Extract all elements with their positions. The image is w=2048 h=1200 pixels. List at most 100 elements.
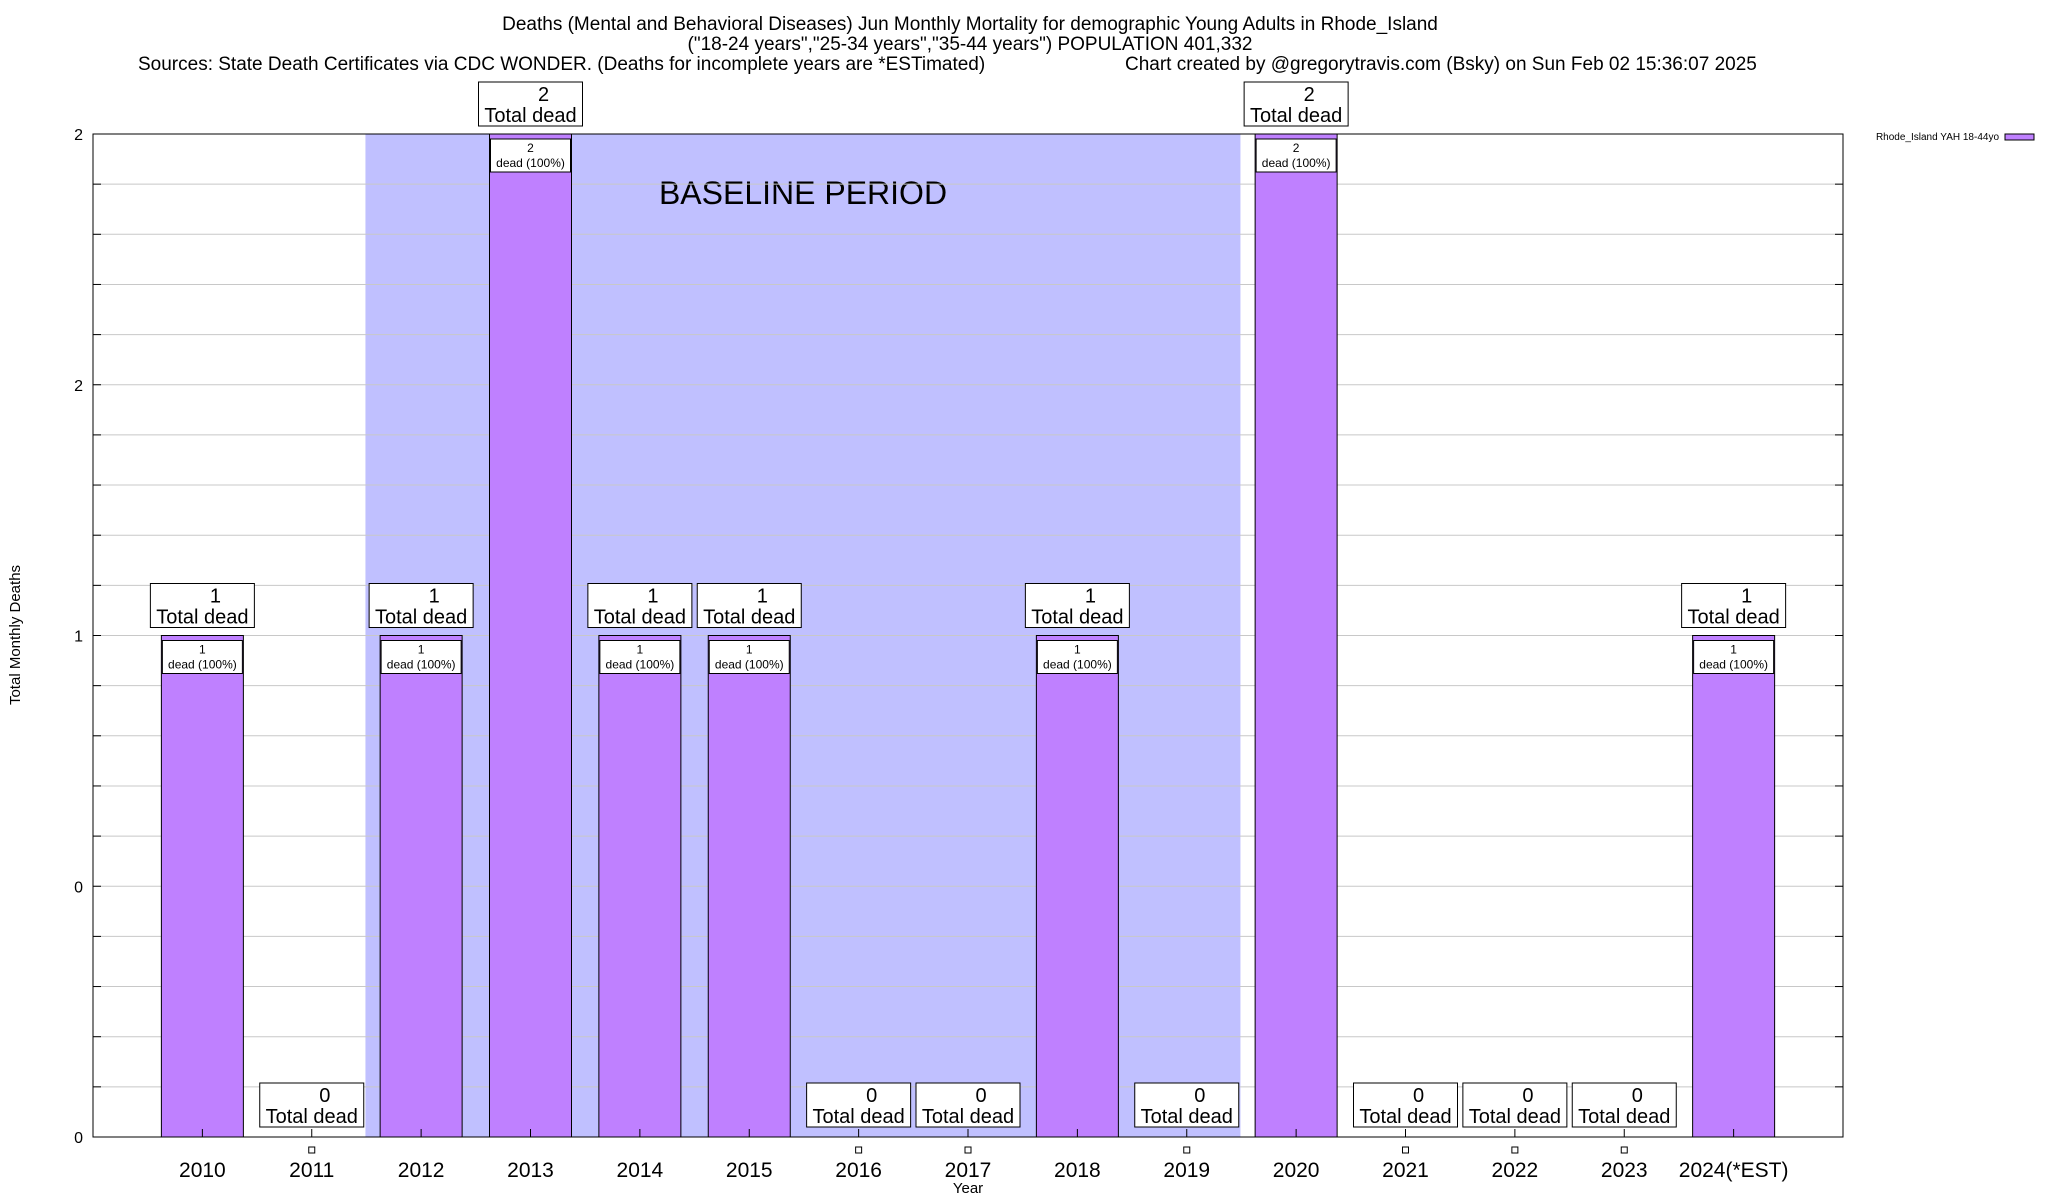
- segment-label-count: 1: [746, 643, 753, 657]
- bar: [1254, 133, 1338, 1138]
- total-label-box: [259, 1082, 365, 1128]
- total-label-box: [368, 583, 474, 628]
- total-label-text: Total dead: [1031, 607, 1123, 629]
- total-label-value: 1: [1085, 586, 1096, 608]
- bar: [160, 635, 244, 1138]
- zero-bar-marker: [1620, 1146, 1628, 1154]
- total-label-value: 0: [866, 1085, 877, 1107]
- segment-label-text: dead (100%): [606, 658, 675, 672]
- total-label-text: Total dead: [1141, 1106, 1233, 1128]
- bar: [707, 635, 791, 1138]
- bar: [379, 635, 463, 1138]
- segment-label-box: [1693, 640, 1775, 674]
- total-label-value: 1: [1741, 586, 1752, 608]
- total-label-text: Total dead: [1250, 105, 1342, 127]
- zero-bar-marker: [1511, 1146, 1519, 1154]
- x-tick-label: 2017: [945, 1159, 992, 1182]
- x-tick-label: 2021: [1382, 1159, 1429, 1182]
- legend-label: Rhode_Island YAH 18-44yo: [1876, 132, 1999, 143]
- y-tick-label: 0: [74, 879, 83, 896]
- total-label-box: [1462, 1082, 1568, 1128]
- segment-label-text: dead (100%): [168, 658, 237, 672]
- segment-label-box: [490, 138, 571, 173]
- total-label-text: Total dead: [1469, 1106, 1561, 1128]
- zero-bar-marker: [1402, 1146, 1409, 1154]
- total-label-value: 0: [1194, 1085, 1205, 1107]
- segment-label-count: 1: [199, 643, 206, 657]
- baseline-period-label: BASELINE PERIOD: [659, 175, 947, 211]
- x-tick-label: 2024(*EST): [1679, 1159, 1789, 1182]
- total-label-value: 0: [1522, 1085, 1533, 1107]
- bar: [1035, 635, 1119, 1138]
- total-label-value: 1: [429, 586, 440, 608]
- segment-label-box: [708, 640, 790, 674]
- total-label-text: Total dead: [484, 105, 576, 127]
- x-tick-label: 2010: [179, 1159, 226, 1182]
- segment-label-box: [599, 640, 681, 674]
- total-label-box: [915, 1082, 1021, 1128]
- segment-label-box: [380, 640, 462, 674]
- x-tick-label: 2018: [1054, 1159, 1101, 1182]
- y-tick-label: 0: [74, 1130, 83, 1147]
- chart-source-note: Sources: State Death Certificates via CD…: [138, 54, 986, 75]
- legend-swatch: [2004, 133, 2035, 141]
- zero-bar-marker: [964, 1146, 972, 1154]
- legend: Rhode_Island YAH 18-44yo: [1876, 132, 2035, 143]
- segment-label-text: dead (100%): [387, 658, 456, 672]
- total-label-value: 0: [1632, 1085, 1643, 1107]
- y-tick-label: 1: [74, 629, 83, 646]
- total-label-box: [1243, 81, 1349, 127]
- segment-label-box: [1036, 640, 1118, 674]
- x-tick-label: 2015: [726, 1159, 773, 1182]
- x-tick-label: 2023: [1601, 1159, 1648, 1182]
- total-label-box: [806, 1082, 912, 1128]
- total-label-box: [1353, 1082, 1458, 1128]
- total-label-text: Total dead: [266, 1106, 358, 1128]
- total-label-value: 2: [538, 84, 549, 106]
- x-tick-label: 2016: [835, 1159, 882, 1182]
- total-label-value: 0: [319, 1085, 330, 1107]
- total-label-value: 1: [757, 586, 768, 608]
- x-tick-label: 2014: [617, 1159, 664, 1182]
- zero-bar-marker: [855, 1146, 863, 1154]
- total-label-box: [149, 583, 255, 628]
- total-label-value: 2: [1304, 84, 1315, 106]
- segment-label-text: dead (100%): [715, 658, 784, 672]
- y-tick-label: 2: [74, 378, 83, 395]
- segment-label-count: 1: [418, 643, 425, 657]
- total-label-box: [1134, 1082, 1240, 1128]
- segment-label-text: dead (100%): [1699, 658, 1768, 672]
- bar: [1692, 635, 1776, 1138]
- total-label-text: Total dead: [1359, 1106, 1451, 1128]
- segment-label-text: dead (100%): [1043, 658, 1112, 672]
- y-tick-label: 2: [74, 127, 83, 144]
- chart-title-line-2: ("18-24 years","25-34 years","35-44 year…: [687, 34, 1253, 55]
- zero-bar-marker: [308, 1146, 316, 1154]
- total-label-text: Total dead: [156, 607, 248, 629]
- segment-label-count: 2: [527, 141, 534, 155]
- x-tick-label: 2022: [1492, 1159, 1539, 1182]
- segment-label-text: dead (100%): [1262, 156, 1331, 170]
- segment-label-count: 1: [637, 643, 644, 657]
- total-label-box: [587, 583, 693, 628]
- zero-bar-marker: [1183, 1146, 1191, 1154]
- segment-label-text: dead (100%): [496, 156, 565, 170]
- segment-label-box: [161, 640, 243, 674]
- total-label-text: Total dead: [594, 607, 686, 629]
- x-tick-label: 2011: [289, 1159, 334, 1182]
- x-tick-label: 2020: [1273, 1159, 1320, 1182]
- total-label-value: 0: [1413, 1085, 1424, 1107]
- bar: [598, 635, 682, 1138]
- x-tick-label: 2013: [507, 1159, 554, 1182]
- x-axis-title: Year: [953, 1180, 983, 1197]
- total-label-value: 1: [210, 586, 221, 608]
- chart-title-line-1: Deaths (Mental and Behavioral Diseases) …: [502, 14, 1438, 35]
- total-label-text: Total dead: [375, 607, 467, 629]
- total-label-text: Total dead: [1578, 1106, 1670, 1128]
- total-label-box: [478, 81, 583, 127]
- chart-credit-note: Chart created by @gregorytravis.com (Bsk…: [1125, 54, 1757, 75]
- total-label-text: Total dead: [812, 1106, 904, 1128]
- total-label-value: 1: [647, 586, 658, 608]
- total-label-text: Total dead: [922, 1106, 1014, 1128]
- y-axis-title: Total Monthly Deaths: [7, 565, 24, 705]
